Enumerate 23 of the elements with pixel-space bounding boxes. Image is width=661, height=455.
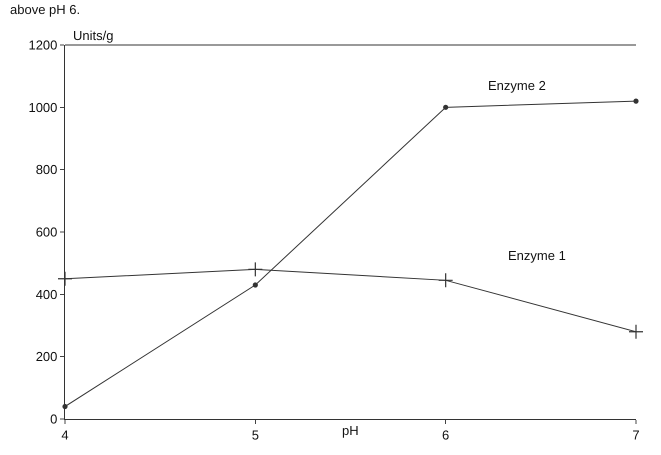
point xyxy=(57,271,73,286)
point xyxy=(248,262,263,277)
point xyxy=(443,104,448,110)
x-tick-label: 5 xyxy=(252,428,259,443)
y-tick-label: 0 xyxy=(50,412,58,427)
y-tick-label: 800 xyxy=(36,162,58,178)
point xyxy=(252,282,258,288)
x-axis-title: pH xyxy=(342,423,359,438)
y-tick-label: 600 xyxy=(36,224,58,240)
y-tick-label: 200 xyxy=(36,349,58,364)
y-tick-label: 1200 xyxy=(28,38,58,53)
x-tick-label: 7 xyxy=(632,428,640,443)
text: above pH 6. xyxy=(10,2,80,17)
point xyxy=(633,98,639,104)
x-tick-label: 4 xyxy=(61,428,69,443)
y-tick-label: 1000 xyxy=(28,100,58,115)
point xyxy=(438,272,454,288)
x-tick-label: 6 xyxy=(442,428,450,443)
y-tick-label: 400 xyxy=(36,286,58,302)
point xyxy=(628,324,644,340)
series-label: Enzyme 2 xyxy=(488,78,546,93)
text: Enzyme 1 xyxy=(508,248,566,263)
y-axis-title: Units/g xyxy=(73,28,114,43)
